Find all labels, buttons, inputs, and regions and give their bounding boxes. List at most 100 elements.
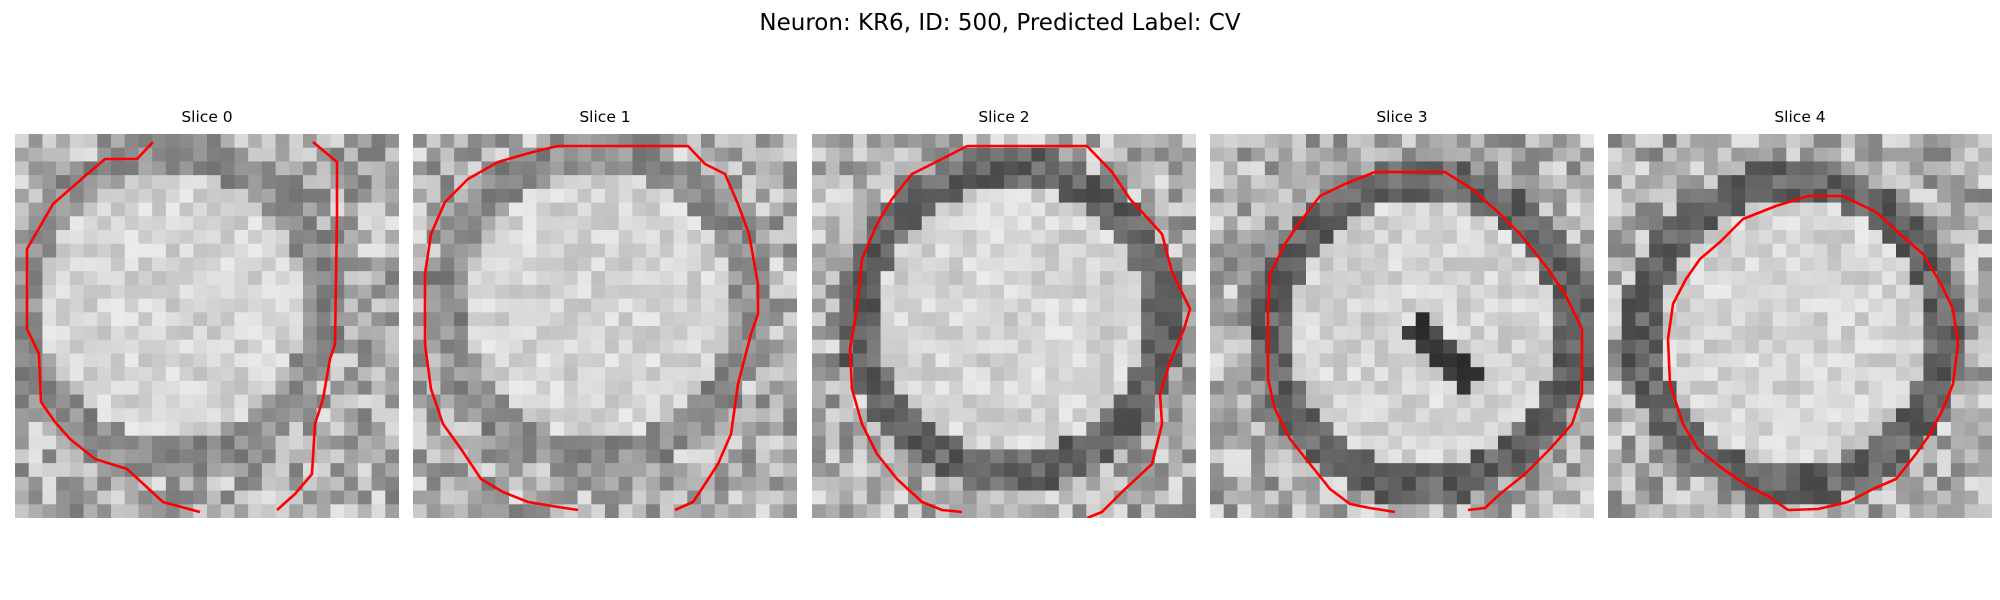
pixel: [1539, 285, 1553, 299]
pixel: [977, 257, 991, 271]
pixel: [1841, 312, 1855, 326]
pixel: [1141, 367, 1155, 381]
pixel: [440, 395, 454, 409]
pixel: [1279, 353, 1293, 367]
pixel: [1182, 134, 1196, 148]
pixel: [1073, 257, 1087, 271]
pixel: [1759, 216, 1773, 230]
pixel: [1333, 395, 1347, 409]
pixel: [1649, 257, 1663, 271]
pixel: [1553, 257, 1567, 271]
pixel: [1896, 449, 1910, 463]
pixel: [1649, 230, 1663, 244]
pixel: [949, 491, 963, 505]
pixel: [701, 299, 715, 313]
pixel: [1018, 340, 1032, 354]
pixel: [536, 353, 550, 367]
pixel: [221, 216, 235, 230]
pixel: [1827, 367, 1841, 381]
pixel: [977, 189, 991, 203]
pixel: [1690, 477, 1704, 491]
pixel: [97, 395, 111, 409]
pixel: [908, 134, 922, 148]
pixel: [1114, 134, 1128, 148]
pixel: [166, 257, 180, 271]
pixel: [922, 230, 936, 244]
pixel: [728, 271, 742, 285]
pixel: [523, 477, 537, 491]
pixel: [454, 408, 468, 422]
pixel: [1663, 257, 1677, 271]
pixel: [193, 189, 207, 203]
pixel: [1731, 491, 1745, 505]
pixel: [454, 230, 468, 244]
pixel: [1333, 312, 1347, 326]
pixel: [646, 312, 660, 326]
pixel: [1882, 189, 1896, 203]
pixel: [1031, 312, 1045, 326]
pixel: [1677, 189, 1691, 203]
pixel: [1333, 271, 1347, 285]
pixel: [1525, 436, 1539, 450]
pixel: [344, 216, 358, 230]
pixel: [372, 381, 386, 395]
pixel: [1251, 216, 1265, 230]
pixel: [1635, 189, 1649, 203]
pixel: [1086, 312, 1100, 326]
pixel: [646, 285, 660, 299]
pixel: [1759, 381, 1773, 395]
pixel: [29, 299, 43, 313]
pixel: [1237, 230, 1251, 244]
pixel: [385, 257, 399, 271]
pixel: [1484, 271, 1498, 285]
pixel: [1429, 216, 1443, 230]
pixel: [1512, 353, 1526, 367]
pixel: [1457, 244, 1471, 258]
pixel: [853, 148, 867, 162]
pixel: [1086, 285, 1100, 299]
pixel: [839, 161, 853, 175]
pixel: [853, 203, 867, 217]
pixel: [1869, 312, 1883, 326]
pixel: [1018, 326, 1032, 340]
pixel: [1622, 367, 1636, 381]
pixel: [372, 271, 386, 285]
pixel: [234, 312, 248, 326]
pixel: [1333, 134, 1347, 148]
pixel: [1320, 395, 1334, 409]
pixel: [1429, 189, 1443, 203]
pixel: [1553, 381, 1567, 395]
pixel: [344, 148, 358, 162]
pixel: [701, 436, 715, 450]
pixel: [289, 463, 303, 477]
pixel: [111, 257, 125, 271]
pixel: [1333, 216, 1347, 230]
pixel: [605, 148, 619, 162]
pixel: [578, 504, 592, 518]
pixel: [1141, 395, 1155, 409]
pixel: [715, 312, 729, 326]
pixel: [591, 408, 605, 422]
pixel: [1663, 408, 1677, 422]
pixel: [881, 381, 895, 395]
pixel: [138, 395, 152, 409]
pixel: [1622, 326, 1636, 340]
pixel: [1210, 257, 1224, 271]
pixel: [289, 340, 303, 354]
pixel: [1018, 189, 1032, 203]
pixel: [289, 395, 303, 409]
pixel: [605, 367, 619, 381]
pixel: [1320, 257, 1334, 271]
pixel: [674, 216, 688, 230]
pixel: [1690, 271, 1704, 285]
pixel: [1210, 326, 1224, 340]
pixel: [97, 408, 111, 422]
pixel: [1978, 175, 1992, 189]
pixel: [56, 353, 70, 367]
pixel: [1210, 161, 1224, 175]
pixel: [276, 299, 290, 313]
pixel: [812, 353, 826, 367]
pixel: [1402, 175, 1416, 189]
pixel: [1622, 161, 1636, 175]
pixel: [427, 326, 441, 340]
